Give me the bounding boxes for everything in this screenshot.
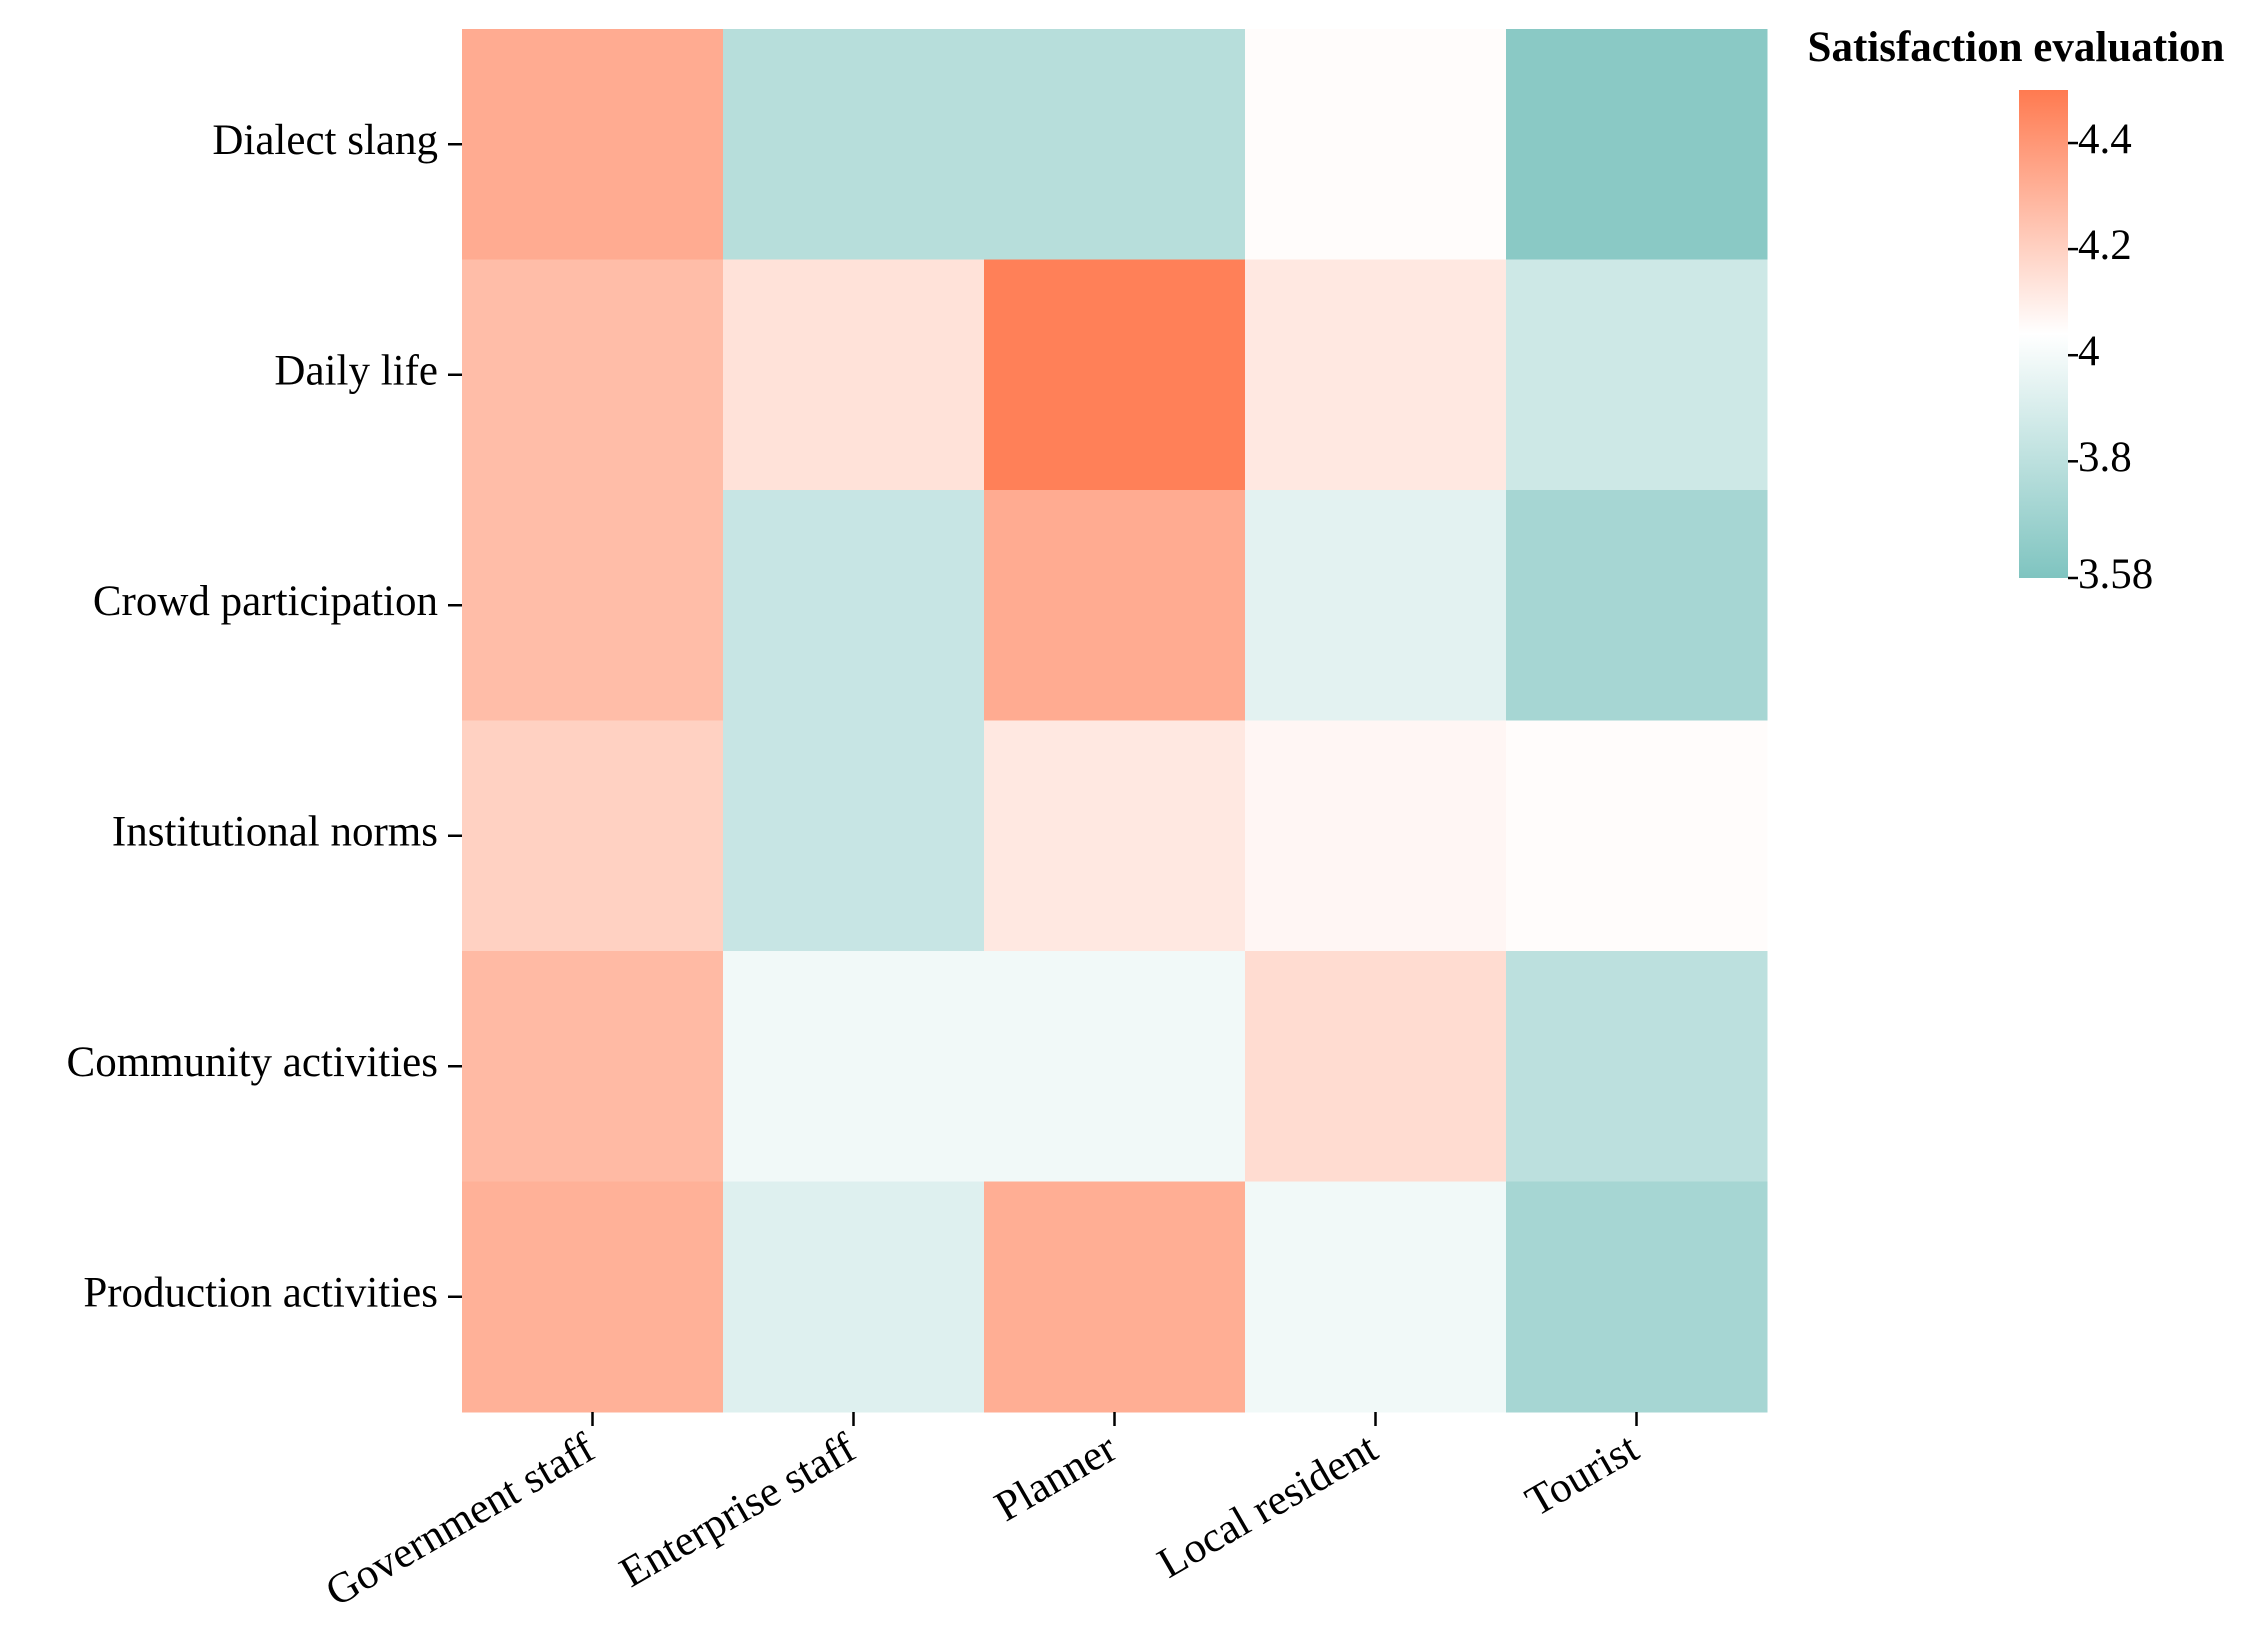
heat-cell (462, 259, 724, 491)
colorbar-tick-label: 3.8 (2078, 434, 2132, 481)
heat-cell (723, 259, 985, 491)
heat-cell (1245, 259, 1507, 491)
heat-cell (723, 29, 985, 260)
heat-cell (984, 259, 1246, 491)
heat-cell (1245, 720, 1507, 952)
x-tick-label: Planner (987, 1425, 1124, 1531)
heat-cell (723, 1181, 985, 1413)
heat-cell (1506, 490, 1768, 721)
x-tick-label: Local resident (1150, 1424, 1386, 1587)
heat-cell (1245, 1181, 1507, 1413)
y-tick-label: Institutional norms (112, 809, 438, 856)
x-tick-label: Enterprise staff (612, 1424, 864, 1597)
y-tick-label: Production activities (83, 1270, 438, 1317)
colorbar (2019, 90, 2068, 578)
y-tick-label: Community activities (67, 1039, 438, 1086)
x-tick-label: Tourist (1518, 1424, 1647, 1525)
colorbar-tick-label: 4.2 (2078, 222, 2132, 269)
heat-cell (723, 720, 985, 952)
y-tick-label: Daily life (274, 348, 438, 395)
heat-cell (984, 951, 1246, 1182)
colorbar-tick-label: 3.58 (2078, 551, 2153, 598)
heat-cell (462, 720, 724, 952)
heat-cell (1245, 951, 1507, 1182)
heat-cell (462, 29, 724, 260)
heat-cell (723, 490, 985, 721)
heat-cell (1245, 490, 1507, 721)
heat-cell (723, 951, 985, 1182)
heat-cell (984, 1181, 1246, 1413)
heat-cell (462, 951, 724, 1182)
y-tick-label: Dialect slang (212, 117, 438, 164)
heat-cell (1245, 29, 1507, 260)
heat-cell (462, 1181, 724, 1413)
heat-cell (984, 29, 1246, 260)
heat-cell (1506, 1181, 1768, 1413)
x-tick-label: Government staff (318, 1424, 603, 1616)
heat-cell (1506, 951, 1768, 1182)
colorbar-tick-label: 4 (2078, 328, 2100, 375)
legend-title: Satisfaction evaluation (1808, 24, 2225, 71)
heat-cell (462, 490, 724, 721)
y-tick-label: Crowd participation (93, 578, 438, 625)
heat-cell (1506, 29, 1768, 260)
heat-cell (1506, 720, 1768, 952)
heat-cell (984, 490, 1246, 721)
heat-cell (984, 720, 1246, 952)
heat-cell (1506, 259, 1768, 491)
colorbar-tick-label: 4.4 (2078, 116, 2132, 163)
